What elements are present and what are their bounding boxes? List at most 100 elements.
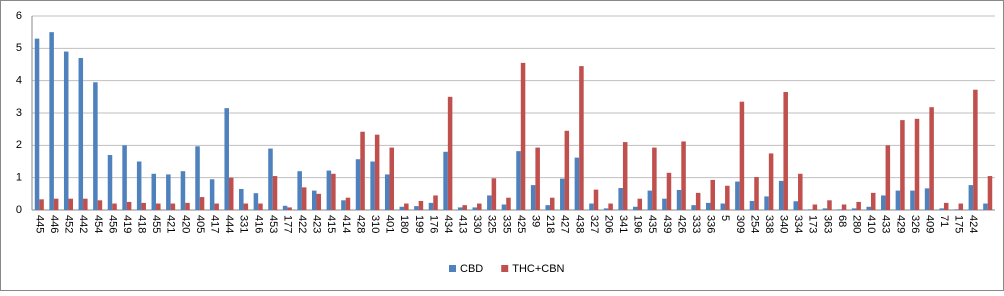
y-tick-label: 0 <box>16 204 22 216</box>
bar <box>793 201 799 210</box>
bar <box>316 193 322 210</box>
bar <box>384 174 390 210</box>
legend-label: CBD <box>460 263 483 275</box>
bar <box>297 171 302 210</box>
bar <box>812 204 818 210</box>
bar <box>156 203 161 210</box>
x-tick-label: 433 <box>880 215 892 233</box>
bar <box>141 202 146 210</box>
y-tick-label: 3 <box>16 107 22 119</box>
bar <box>199 197 205 210</box>
x-tick-label: 331 <box>238 215 250 233</box>
x-tick-label: 455 <box>150 215 162 233</box>
bar <box>122 145 127 210</box>
x-tick-label: 199 <box>413 215 425 233</box>
x-tick-label: 218 <box>544 215 556 233</box>
bar <box>632 206 638 210</box>
x-tick-label: 335 <box>500 215 512 233</box>
bar <box>414 206 419 210</box>
bar <box>282 205 288 210</box>
bar <box>589 203 594 210</box>
x-tick-label: 413 <box>457 215 469 233</box>
bar <box>97 200 103 210</box>
bar <box>914 118 920 210</box>
x-tick-label: 425 <box>515 215 527 233</box>
x-tick-label: 338 <box>763 215 775 233</box>
x-tick-label: 421 <box>165 215 177 233</box>
bar <box>224 108 229 210</box>
bar <box>520 62 526 211</box>
x-tick-label: 333 <box>690 215 702 233</box>
bar <box>170 203 176 210</box>
bar <box>374 134 380 210</box>
bar <box>749 200 755 210</box>
bar <box>491 178 497 210</box>
x-tick-label: 418 <box>136 215 148 233</box>
x-tick-label: 424 <box>967 215 979 233</box>
bar <box>574 157 580 210</box>
x-tick-label: 423 <box>311 215 323 233</box>
x-tick-label: 330 <box>471 215 483 233</box>
bar <box>107 155 113 210</box>
bar <box>647 190 653 210</box>
bar <box>725 185 730 210</box>
x-tick-label: 310 <box>369 215 381 233</box>
bar <box>622 142 628 210</box>
bar <box>228 177 234 210</box>
bar <box>983 203 988 210</box>
bar <box>754 177 759 210</box>
x-tick-label: 39 <box>529 215 541 227</box>
x-tick-label: 453 <box>267 215 279 233</box>
bar <box>710 179 716 210</box>
bar <box>910 190 915 210</box>
bar <box>851 208 857 210</box>
x-tick-label: 325 <box>486 215 498 233</box>
bar <box>939 208 944 210</box>
bar <box>953 209 959 210</box>
x-tick-label: 280 <box>850 215 862 233</box>
x-tick-label: 429 <box>894 215 906 233</box>
bar <box>477 203 482 210</box>
x-tick-label: 435 <box>646 215 658 233</box>
bar <box>900 120 905 210</box>
x-tick-label: 456 <box>106 215 118 233</box>
bar <box>968 185 974 210</box>
legend-swatch <box>449 265 456 272</box>
bar <box>389 147 395 210</box>
bar <box>535 147 540 210</box>
x-tick-label: 336 <box>705 215 717 233</box>
bar <box>428 202 434 210</box>
bar <box>214 203 219 210</box>
bar <box>516 151 521 210</box>
x-tick-label: 340 <box>778 215 790 233</box>
bar <box>691 205 696 210</box>
bar <box>185 202 190 210</box>
x-tick-label: 438 <box>573 215 585 233</box>
bar <box>253 193 259 210</box>
x-tick-label: 410 <box>865 215 877 233</box>
bar <box>885 145 891 210</box>
y-tick-label: 1 <box>16 172 22 184</box>
bar <box>418 200 424 210</box>
bar <box>53 198 59 210</box>
x-tick-label: 326 <box>909 215 921 233</box>
x-tick-label: 416 <box>252 215 264 233</box>
bar <box>506 197 511 210</box>
bar <box>370 161 375 210</box>
bar <box>331 173 336 210</box>
bar <box>209 179 215 210</box>
x-tick-label: 427 <box>559 215 571 233</box>
x-tick-label: 420 <box>179 215 191 233</box>
bar <box>68 198 74 210</box>
bar <box>433 195 438 210</box>
x-tick-label: 415 <box>325 215 337 233</box>
bar <box>681 141 686 210</box>
bar <box>341 200 346 210</box>
x-tick-label: 334 <box>792 215 804 233</box>
bar <box>287 207 292 210</box>
bar <box>924 188 930 210</box>
bar <box>49 32 54 210</box>
bar <box>735 181 740 210</box>
legend-swatch <box>501 265 509 272</box>
x-tick-label: 414 <box>340 215 352 233</box>
